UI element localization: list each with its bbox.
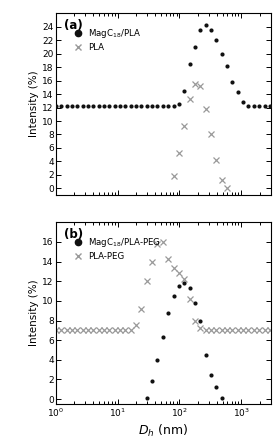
Y-axis label: Intensity (%): Intensity (%) (30, 71, 39, 138)
Y-axis label: Intensity (%): Intensity (%) (30, 280, 39, 346)
Text: (a): (a) (64, 19, 83, 32)
X-axis label: $\mathit{D}_{\mathit{h}}$ (nm): $\mathit{D}_{\mathit{h}}$ (nm) (138, 424, 188, 440)
Legend: MagC$_{18}$/PLA, PLA: MagC$_{18}$/PLA, PLA (73, 27, 141, 52)
Text: (b): (b) (64, 228, 83, 241)
Legend: MagC$_{18}$/PLA-PEG, PLA-PEG: MagC$_{18}$/PLA-PEG, PLA-PEG (73, 236, 160, 261)
